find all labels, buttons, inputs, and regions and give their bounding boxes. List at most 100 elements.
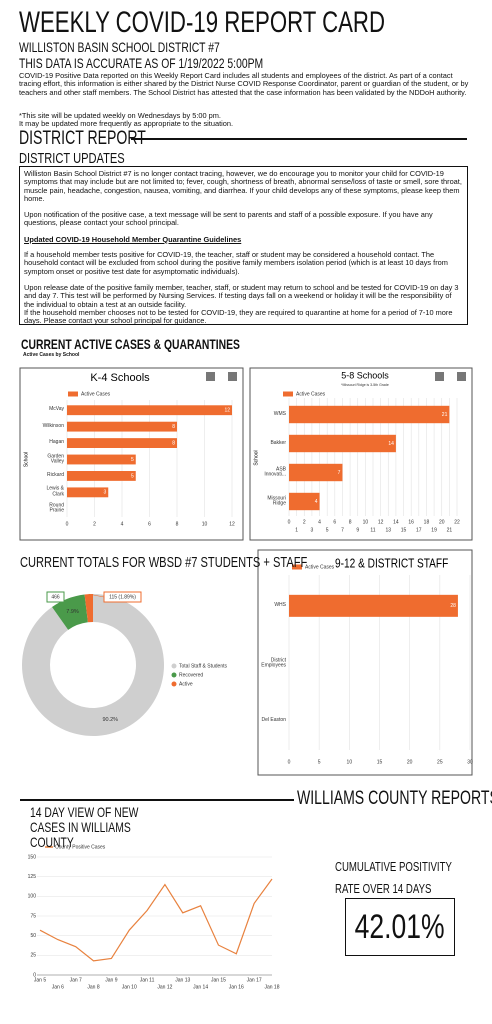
- callout-label: 115 (1.89%): [109, 594, 136, 600]
- guidelines-heading: Updated COVID-19 Household Member Quaran…: [24, 234, 242, 244]
- intro: COVID-19 Positive Data reported on this …: [19, 71, 469, 97]
- x-tick-label: 14: [393, 519, 399, 525]
- x-tick-label: 6: [148, 521, 151, 527]
- icon: [435, 372, 444, 381]
- legend-label: Active Cases: [305, 564, 335, 570]
- chart-title: 14 DAY VIEW OF NEW CASES IN WILLIAMS COU…: [30, 804, 139, 850]
- legend-label: County Positive Cases: [55, 844, 106, 850]
- x-tick-label: 19: [431, 527, 437, 533]
- y-tick-label: Missouri Ridge: [267, 494, 286, 507]
- y-tick-label: Rickard: [47, 472, 64, 479]
- bar: [289, 434, 396, 453]
- y-axis-label: School: [23, 452, 29, 467]
- x-tick-label: 17: [416, 527, 422, 533]
- legend-swatch: [283, 391, 293, 397]
- slice-label: 90.2%: [102, 717, 118, 723]
- subheading: Active Cases by School: [23, 352, 80, 358]
- y-tick-label: Bakker: [270, 439, 286, 446]
- bar: [289, 463, 343, 482]
- y-tick-label: 0: [33, 972, 36, 978]
- x-tick-label: 22: [454, 519, 460, 525]
- x-tick-label: 20: [407, 759, 413, 765]
- bar: [67, 454, 136, 465]
- legend-swatch: [171, 663, 177, 669]
- x-tick-label: 18: [424, 519, 430, 525]
- x-tick-label: 10: [363, 519, 369, 525]
- value-label: 7: [338, 470, 341, 476]
- callout-line: [88, 593, 105, 598]
- y-tick-label: Wilkinson: [42, 422, 64, 429]
- accuracy-date: THIS DATA IS ACCURATE AS OF 1/19/2022 5:…: [19, 55, 264, 71]
- value-label: 5: [131, 473, 134, 479]
- y-tick-label: WHS: [274, 602, 286, 609]
- donut-slice: [21, 594, 164, 736]
- divider: [131, 138, 467, 140]
- chart-panel: [19, 367, 244, 541]
- callout-label: 466: [51, 594, 60, 600]
- positivity-heading: CUMULATIVE POSITIVITY RATE OVER 14 DAYS: [335, 859, 452, 896]
- x-tick-label: Jan 16: [229, 984, 244, 990]
- x-tick-label: Jan 18: [264, 984, 279, 990]
- x-tick-label: 15: [401, 527, 407, 533]
- y-tick-label: Round Prairie: [49, 502, 64, 514]
- note: It may be updated more frequently as app…: [19, 119, 234, 128]
- y-tick-label: 25: [30, 953, 36, 959]
- callout-box: [46, 591, 65, 603]
- chart-panel: [257, 549, 473, 776]
- x-tick-label: Jan 11: [140, 977, 155, 983]
- x-tick-label: 4: [318, 519, 321, 525]
- paragraph: Upon release date of the positive family…: [24, 282, 459, 309]
- x-tick-label: Jan 10: [122, 984, 137, 990]
- legend-label: Recovered: [179, 672, 203, 678]
- x-tick-label: 5: [326, 527, 329, 533]
- value-label: 12: [224, 408, 230, 414]
- x-tick-label: Jan 13: [175, 977, 190, 983]
- x-tick-label: 0: [66, 521, 69, 527]
- x-tick-label: Jan 8: [87, 984, 99, 990]
- legend-swatch: [68, 391, 78, 397]
- x-tick-label: 25: [437, 759, 443, 765]
- icon: [206, 372, 215, 381]
- x-tick-label: Jan 15: [211, 977, 226, 983]
- x-tick-label: Jan 17: [247, 977, 262, 983]
- x-tick-label: 12: [229, 521, 235, 527]
- value-label: 21: [442, 412, 448, 418]
- paragraph: Williston Basin School District #7 is no…: [24, 169, 462, 203]
- x-tick-label: 21: [447, 527, 453, 533]
- x-tick-label: 30: [467, 759, 473, 765]
- icon: [457, 372, 466, 381]
- section-heading: CURRENT ACTIVE CASES & QUARANTINES: [21, 336, 240, 352]
- x-tick-label: 7: [341, 527, 344, 533]
- value-label: 3: [103, 490, 106, 496]
- callout-box: [103, 591, 142, 603]
- x-tick-label: Jan 7: [70, 977, 82, 983]
- updates-box: Williston Basin School District #7 is no…: [19, 166, 468, 325]
- bar: [67, 405, 232, 416]
- donut-slice: [84, 594, 93, 623]
- x-tick-label: 8: [176, 521, 179, 527]
- x-tick-label: 6: [333, 519, 336, 525]
- subheading: DISTRICT UPDATES: [19, 150, 125, 167]
- x-tick-label: 1: [295, 527, 298, 533]
- x-tick-label: 11: [370, 527, 375, 533]
- y-tick-label: 75: [30, 913, 36, 919]
- legend-label: Active Cases: [296, 391, 326, 397]
- value-label: 8: [172, 424, 175, 430]
- x-tick-label: 2: [93, 521, 96, 527]
- paragraph: Upon notification of the positive case, …: [24, 210, 433, 228]
- legend-swatch: [171, 672, 177, 678]
- x-tick-label: 2: [303, 519, 306, 525]
- value-label: 5: [131, 457, 134, 463]
- slice-label: 7.9%: [66, 609, 79, 615]
- y-axis-label: School: [253, 450, 259, 465]
- y-tick-label: McVay: [49, 406, 64, 413]
- paragraph: If the household member chooses not to b…: [24, 307, 453, 326]
- x-tick-label: 15: [377, 759, 383, 765]
- x-tick-label: 16: [408, 519, 414, 525]
- donut-slice: [52, 594, 88, 630]
- bar: [289, 492, 320, 511]
- chart-title: 5-8 Schools: [341, 370, 389, 380]
- chart-title: CURRENT TOTALS FOR WBSD #7 STUDENTS + ST…: [20, 554, 308, 571]
